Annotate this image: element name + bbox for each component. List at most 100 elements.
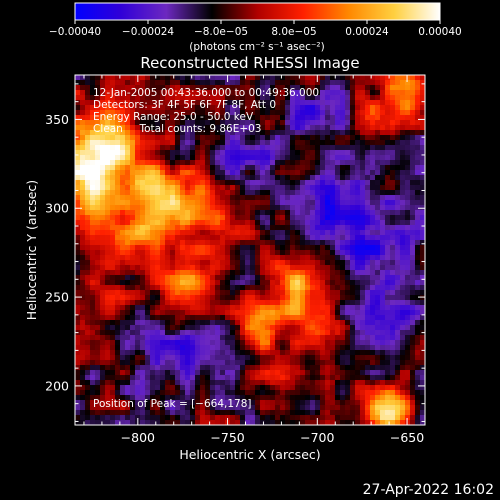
heatmap-cell: [110, 110, 116, 116]
heatmap-cell: [315, 170, 321, 176]
heatmap-cell: [260, 275, 266, 281]
heatmap-cell: [90, 370, 96, 376]
heatmap-cell: [345, 360, 351, 366]
heatmap-cell: [250, 410, 256, 416]
heatmap-cell: [330, 170, 336, 176]
heatmap-cell: [200, 375, 206, 381]
heatmap-cell: [330, 265, 336, 271]
heatmap-cell: [295, 325, 301, 331]
heatmap-cell: [85, 320, 91, 326]
heatmap-cell: [325, 210, 331, 216]
heatmap-cell: [135, 410, 141, 416]
heatmap-cell: [160, 150, 166, 156]
heatmap-cell: [370, 90, 376, 96]
heatmap-cell: [280, 365, 286, 371]
heatmap-cell: [145, 340, 151, 346]
heatmap-cell: [370, 315, 376, 321]
heatmap-cell: [180, 285, 186, 291]
heatmap-cell: [150, 320, 156, 326]
heatmap-cell: [75, 80, 81, 86]
heatmap-cell: [175, 220, 181, 226]
heatmap-cell: [145, 265, 151, 271]
heatmap-cell: [135, 285, 141, 291]
heatmap-cell: [410, 415, 416, 421]
heatmap-cell: [310, 245, 316, 251]
heatmap-cell: [300, 140, 306, 146]
heatmap-cell: [240, 420, 246, 425]
heatmap-cell: [410, 375, 416, 381]
heatmap-cell: [150, 205, 156, 211]
heatmap-cell: [285, 300, 291, 306]
heatmap-cell: [395, 145, 401, 151]
heatmap-cell: [315, 195, 321, 201]
heatmap-cell: [305, 305, 311, 311]
heatmap-cell: [175, 340, 181, 346]
heatmap-cell: [155, 295, 161, 301]
heatmap-cell: [385, 280, 391, 286]
heatmap-cell: [375, 75, 381, 81]
heatmap-cell: [85, 405, 91, 411]
heatmap-cell: [85, 165, 91, 171]
heatmap-cell: [350, 250, 356, 256]
heatmap-cell: [270, 280, 276, 286]
heatmap-cell: [250, 245, 256, 251]
heatmap-cell: [325, 375, 331, 381]
heatmap-cell: [75, 285, 81, 291]
heatmap-cell: [370, 395, 376, 401]
heatmap-cell: [340, 175, 346, 181]
heatmap-cell: [165, 125, 171, 131]
heatmap-cell: [160, 345, 166, 351]
heatmap-cell: [295, 230, 301, 236]
heatmap-cell: [255, 400, 261, 406]
heatmap-cell: [230, 330, 236, 336]
heatmap-cell: [410, 190, 416, 196]
heatmap-cell: [400, 285, 406, 291]
heatmap-cell: [85, 180, 91, 186]
heatmap-cell: [115, 245, 121, 251]
heatmap-cell: [140, 185, 146, 191]
heatmap-cell: [245, 140, 251, 146]
heatmap-cell: [345, 180, 351, 186]
heatmap-cell: [100, 365, 106, 371]
heatmap-cell: [155, 80, 161, 86]
heatmap-cell: [190, 235, 196, 241]
heatmap-cell: [395, 200, 401, 206]
heatmap-cell: [135, 210, 141, 216]
heatmap-cell: [270, 210, 276, 216]
heatmap-cell: [135, 390, 141, 396]
heatmap-cell: [325, 380, 331, 386]
heatmap-cell: [350, 100, 356, 106]
heatmap-cell: [380, 250, 386, 256]
heatmap-cell: [200, 340, 206, 346]
heatmap-cell: [205, 220, 211, 226]
heatmap-cell: [335, 265, 341, 271]
heatmap-cell: [125, 145, 131, 151]
x-tick-label: −650: [390, 430, 424, 445]
heatmap-cell: [245, 370, 251, 376]
heatmap-cell: [345, 185, 351, 191]
heatmap-cell: [90, 145, 96, 151]
heatmap-cell: [145, 325, 151, 331]
heatmap-cell: [160, 410, 166, 416]
heatmap-cell: [185, 355, 191, 361]
heatmap-cell: [110, 355, 116, 361]
heatmap-cell: [270, 235, 276, 241]
heatmap-cell: [160, 175, 166, 181]
heatmap-cell: [140, 365, 146, 371]
heatmap-cell: [365, 95, 371, 101]
heatmap-cell: [370, 385, 376, 391]
heatmap-cell: [255, 145, 261, 151]
heatmap-cell: [355, 95, 361, 101]
heatmap-cell: [280, 270, 286, 276]
heatmap-cell: [410, 145, 416, 151]
heatmap-cell: [80, 190, 86, 196]
heatmap-cell: [330, 315, 336, 321]
heatmap-cell: [150, 80, 156, 86]
heatmap-cell: [180, 230, 186, 236]
heatmap-cell: [265, 365, 271, 371]
heatmap-cell: [135, 150, 141, 156]
heatmap-cell: [225, 215, 231, 221]
heatmap-cell: [245, 270, 251, 276]
heatmap-cell: [85, 285, 91, 291]
heatmap-cell: [215, 310, 221, 316]
